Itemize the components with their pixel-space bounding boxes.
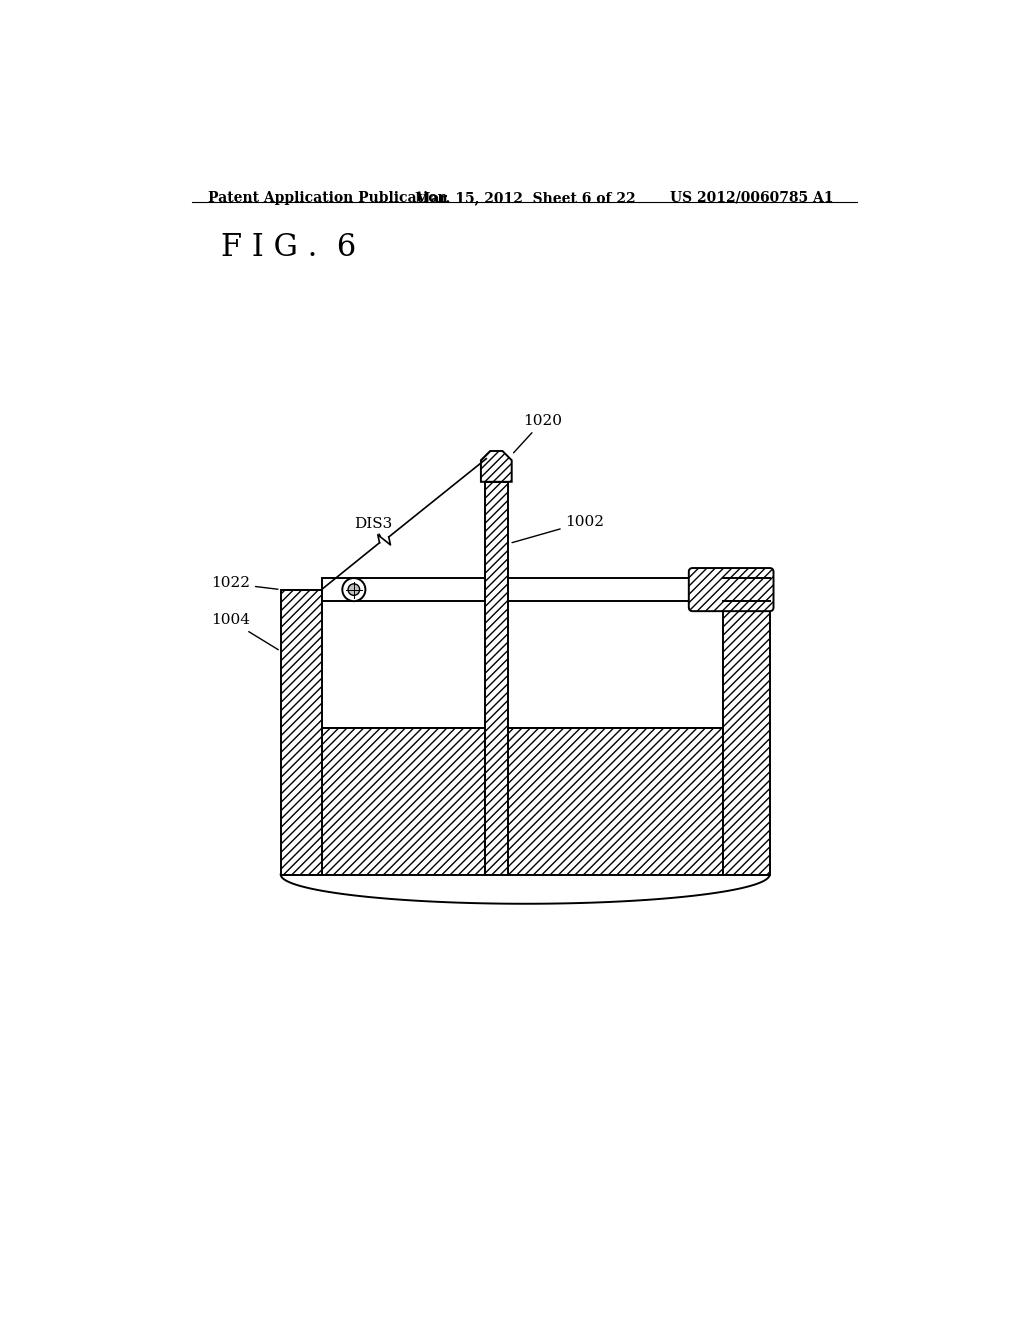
Bar xyxy=(484,482,508,875)
Text: 1020: 1020 xyxy=(514,414,562,453)
Text: US 2012/0060785 A1: US 2012/0060785 A1 xyxy=(670,191,834,205)
Bar xyxy=(322,578,484,601)
Bar xyxy=(508,729,724,875)
Polygon shape xyxy=(481,451,512,482)
FancyBboxPatch shape xyxy=(689,568,773,611)
Bar xyxy=(281,590,322,875)
Bar xyxy=(322,590,484,729)
Bar xyxy=(724,590,770,875)
Text: F I G .  6: F I G . 6 xyxy=(221,231,356,263)
Bar xyxy=(322,729,484,875)
Text: Mar. 15, 2012  Sheet 6 of 22: Mar. 15, 2012 Sheet 6 of 22 xyxy=(416,191,636,205)
Text: 1004: 1004 xyxy=(211,614,279,649)
Text: 1022: 1022 xyxy=(211,577,278,590)
Bar xyxy=(508,590,724,729)
Text: DIS3: DIS3 xyxy=(354,517,392,536)
Text: Patent Application Publication: Patent Application Publication xyxy=(208,191,447,205)
Circle shape xyxy=(348,583,359,595)
Circle shape xyxy=(342,578,366,601)
Text: 1002: 1002 xyxy=(512,515,604,543)
Bar xyxy=(508,578,724,601)
